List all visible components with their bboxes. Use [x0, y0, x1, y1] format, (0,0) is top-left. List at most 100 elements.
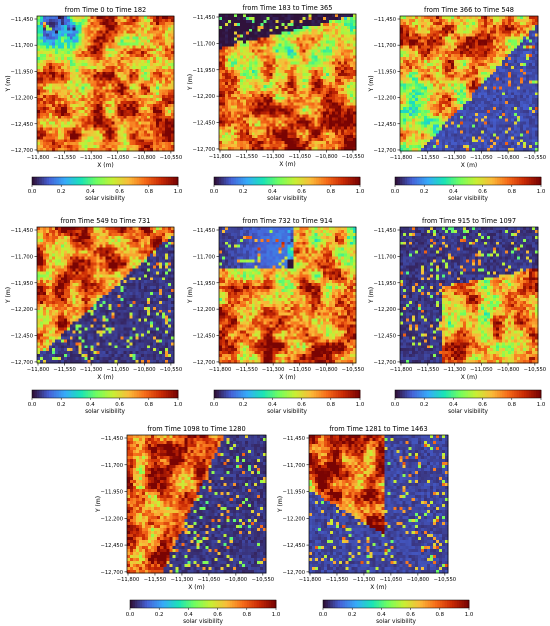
heatmap-cell: [496, 42, 500, 46]
heatmap-cell: [460, 21, 464, 26]
heatmap-cell: [263, 64, 267, 68]
heatmap-cell: [221, 120, 226, 124]
heatmap-cell: [332, 90, 336, 95]
heatmap-cell: [162, 60, 166, 64]
heatmap-cell: [90, 45, 94, 49]
heatmap-cell: [39, 130, 44, 134]
heatmap-cell: [275, 28, 279, 33]
heatmap-cell: [272, 132, 276, 136]
heatmap-cell: [171, 39, 175, 43]
heatmap-cell: [162, 104, 166, 108]
heatmap-cell: [236, 40, 241, 44]
heatmap-cell: [219, 93, 223, 98]
heatmap-cell: [311, 28, 315, 33]
colorbar-segment: [238, 177, 242, 185]
heatmap-cell: [287, 132, 291, 136]
heatmap-cell: [165, 36, 169, 40]
heatmap-cell: [493, 27, 497, 31]
heatmap-cell: [66, 130, 71, 134]
heatmap-cell: [493, 33, 497, 37]
heatmap-cell: [266, 147, 270, 151]
heatmap-cell: [111, 24, 115, 29]
heatmap-cell: [72, 89, 77, 93]
heatmap-cell: [266, 144, 270, 148]
heatmap-cell: [308, 55, 312, 59]
heatmap-cell: [248, 55, 253, 59]
heatmap-cell: [350, 31, 354, 35]
heatmap-cell: [245, 64, 250, 68]
heatmap-cell: [535, 36, 539, 40]
heatmap-cell: [138, 124, 142, 128]
heatmap-cell: [72, 83, 77, 87]
colorbar-segment: [228, 177, 232, 185]
heatmap-cell: [278, 25, 282, 30]
heatmap-cell: [162, 145, 166, 149]
heatmap-cell: [305, 14, 309, 18]
heatmap-cell: [147, 65, 151, 70]
heatmap-cell: [111, 145, 115, 149]
heatmap-cell: [111, 33, 115, 37]
colorbar-segment: [308, 177, 312, 185]
heatmap-cell: [159, 86, 163, 90]
heatmap-cell: [239, 22, 244, 27]
heatmap-cell: [108, 139, 112, 143]
heatmap-cell: [245, 90, 250, 95]
heatmap-cell: [93, 30, 97, 34]
heatmap-cell: [57, 142, 62, 146]
heatmap-cell: [120, 80, 124, 84]
heatmap-cell: [81, 109, 85, 114]
heatmap-cell: [299, 99, 303, 103]
heatmap-cell: [90, 33, 94, 37]
heatmap-cell: [284, 28, 288, 33]
heatmap-cell: [451, 33, 455, 37]
colorbar-segment: [352, 177, 356, 185]
heatmap-cell: [448, 30, 452, 34]
heatmap-cell: [308, 99, 312, 103]
heatmap-cell: [257, 55, 261, 59]
heatmap-cell: [39, 136, 44, 140]
heatmap-cell: [156, 27, 160, 31]
heatmap-cell: [93, 142, 97, 146]
heatmap-cell: [165, 48, 169, 52]
heatmap-cell: [257, 141, 261, 145]
heatmap-cell: [132, 145, 136, 149]
heatmap-cell: [75, 60, 79, 64]
heatmap-cell: [147, 115, 151, 120]
heatmap-cell: [162, 74, 166, 78]
heatmap-cell: [478, 45, 482, 49]
heatmap-cell: [147, 71, 151, 75]
heatmap-cell: [90, 36, 94, 40]
heatmap-cell: [132, 109, 136, 114]
heatmap-cell: [120, 136, 124, 140]
heatmap-cell: [132, 39, 136, 43]
heatmap-cell: [159, 142, 163, 146]
heatmap-cell: [129, 148, 133, 152]
heatmap-cell: [111, 142, 115, 146]
heatmap-cell: [427, 16, 431, 20]
heatmap-cell: [171, 83, 175, 87]
heatmap-cell: [126, 109, 130, 114]
heatmap-cell: [117, 109, 121, 114]
heatmap-cell: [227, 126, 232, 130]
heatmap-cell: [308, 147, 312, 151]
heatmap-cell: [150, 36, 154, 40]
heatmap-cell: [508, 33, 512, 37]
heatmap-cell: [171, 18, 175, 23]
heatmap-cell: [442, 42, 446, 46]
heatmap-cell: [308, 61, 312, 65]
heatmap-cell: [236, 132, 241, 136]
heatmap-cell: [48, 130, 53, 134]
heatmap-cell: [141, 89, 145, 93]
heatmap-cell: [269, 76, 273, 80]
heatmap-cell: [320, 61, 324, 65]
heatmap-cell: [502, 36, 506, 40]
heatmap-cell: [153, 145, 157, 149]
heatmap-cell: [287, 90, 291, 95]
heatmap-cell: [156, 74, 160, 78]
heatmap-cell: [421, 39, 425, 43]
heatmap-cell: [299, 67, 303, 71]
heatmap-cell: [219, 141, 223, 145]
heatmap-cell: [227, 117, 232, 121]
heatmap-cell: [66, 133, 71, 137]
heatmap-cell: [269, 22, 273, 27]
